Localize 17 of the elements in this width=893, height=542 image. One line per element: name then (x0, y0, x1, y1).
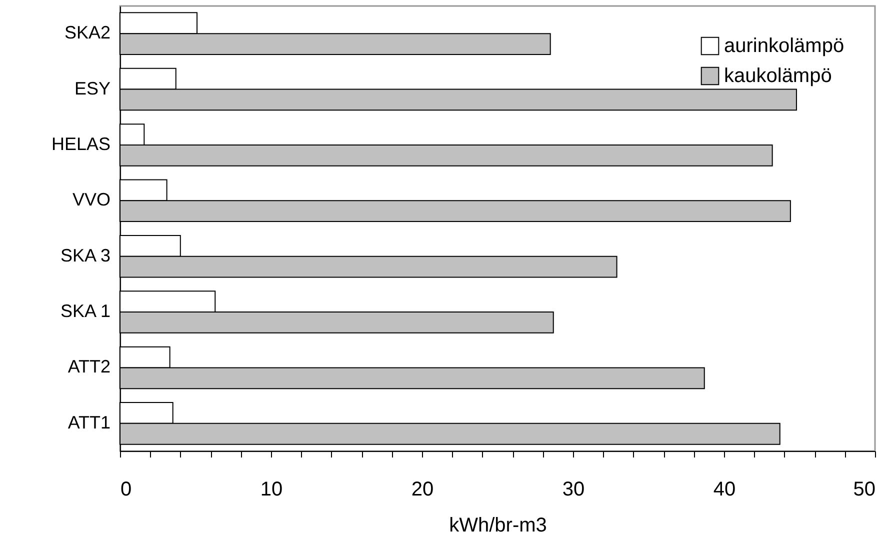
x-tick-label: 40 (713, 478, 736, 500)
x-tick-label: 10 (260, 478, 283, 500)
y-tick-label: SKA 3 (60, 245, 110, 266)
x-tick-label: 0 (120, 478, 132, 500)
y-tick-label: ATT1 (68, 412, 110, 432)
y-tick-label: ATT2 (68, 356, 110, 377)
y-tick-label: SKA2 (64, 22, 110, 43)
y-tick-label: HELAS (51, 134, 110, 154)
legend-label: aurinkolämpö (724, 35, 844, 57)
y-tick-label: SKA 1 (60, 301, 110, 322)
x-tick-label: 30 (562, 478, 585, 500)
legend-label: kaukolämpö (724, 65, 832, 87)
x-tick-label: 50 (853, 478, 876, 500)
x-axis-title: kWh/br-m3 (449, 514, 547, 536)
y-tick-label: ESY (74, 78, 110, 98)
x-tick-label: 20 (411, 478, 434, 500)
y-tick-label: VVO (72, 190, 110, 210)
